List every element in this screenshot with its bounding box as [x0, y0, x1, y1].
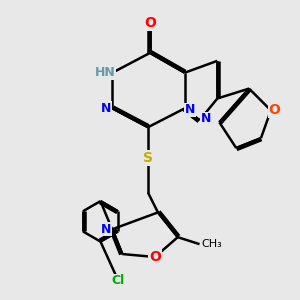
Text: N: N: [201, 112, 211, 125]
Text: N: N: [185, 103, 195, 116]
Text: O: O: [144, 16, 156, 30]
Text: N: N: [100, 223, 111, 236]
Text: CH₃: CH₃: [201, 239, 222, 249]
Text: O: O: [268, 103, 280, 117]
Text: Cl: Cl: [112, 274, 125, 287]
Text: N: N: [100, 102, 111, 115]
Text: HN: HN: [94, 66, 115, 79]
Text: O: O: [149, 250, 161, 264]
Text: S: S: [143, 151, 153, 165]
